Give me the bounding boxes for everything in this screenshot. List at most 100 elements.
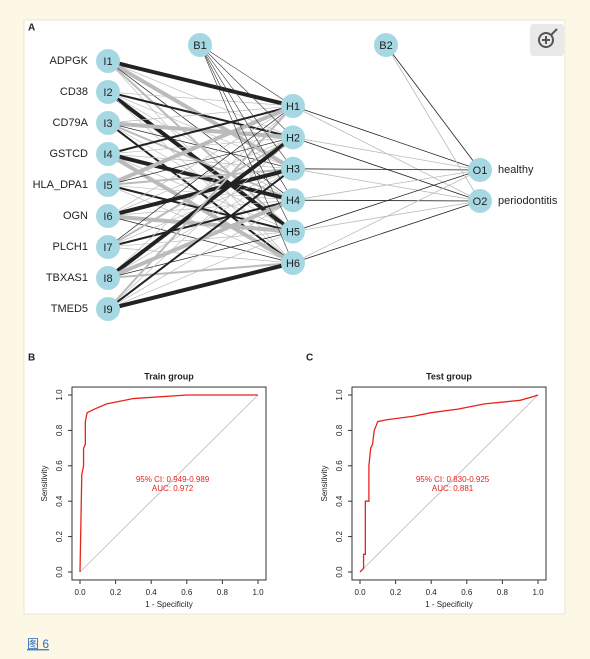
node (96, 80, 120, 104)
chart-title: Test group (426, 371, 472, 381)
input-gene: TMED5 (51, 303, 88, 315)
node-label: I8 (103, 273, 112, 285)
edge (292, 105, 481, 171)
output-class: periodontitis (498, 195, 558, 207)
node-label: I1 (103, 56, 112, 68)
node-label: I5 (103, 180, 112, 192)
node (96, 235, 120, 259)
y-tick-label: 0.2 (55, 530, 64, 542)
reference-line (79, 394, 259, 573)
y-axis-label: Sensitivity (320, 465, 329, 501)
edge (385, 44, 481, 171)
plot-box (71, 386, 267, 581)
edge (107, 231, 294, 310)
node-label: H3 (286, 164, 300, 176)
edge (292, 168, 481, 171)
zoom-icon (550, 28, 558, 36)
edge (107, 105, 294, 279)
y-tick-label: 0.0 (55, 566, 64, 578)
input-gene: ADPGK (49, 55, 88, 67)
x-tick-label: 0.2 (110, 588, 122, 597)
node-label: I9 (103, 304, 112, 316)
roc-curve (359, 394, 539, 573)
caption[interactable]: 图 6 (27, 637, 49, 651)
edge (292, 169, 481, 264)
node-label: I3 (103, 118, 112, 130)
zoom-icon (538, 32, 554, 48)
reference-line (359, 394, 539, 573)
edge (107, 105, 294, 217)
x-tick-label: 0.6 (461, 588, 473, 597)
panel-label: C (306, 353, 313, 364)
panel-label: A (28, 23, 35, 34)
input-gene: TBXAS1 (46, 272, 88, 284)
node (96, 173, 120, 197)
x-tick-label: 0.4 (426, 588, 438, 597)
x-tick-label: 0.2 (390, 588, 402, 597)
input-gene: GSTCD (50, 148, 89, 160)
edge (107, 105, 294, 310)
edge (107, 105, 294, 124)
node-label: O2 (473, 196, 488, 208)
node (281, 251, 305, 275)
y-tick-label: 0.0 (335, 566, 344, 578)
panel-label: B (28, 353, 35, 364)
edge (292, 169, 481, 232)
y-tick-label: 0.8 (55, 424, 64, 436)
node (374, 33, 398, 57)
edge (107, 137, 294, 310)
edge (107, 105, 294, 155)
node-label: H5 (286, 227, 300, 239)
node (96, 111, 120, 135)
plot-box (351, 386, 547, 581)
edge (292, 200, 481, 264)
node (96, 297, 120, 321)
chart-title: Train group (144, 371, 194, 381)
edge (107, 59, 294, 108)
node-label: B2 (379, 40, 392, 52)
edge (107, 104, 294, 187)
x-tick-label: 0.8 (217, 588, 229, 597)
node (96, 266, 120, 290)
input-gene: CD79A (53, 117, 89, 129)
annotation: 95% CI: 0.949-0.989 (136, 475, 210, 484)
y-tick-label: 1.0 (335, 389, 344, 401)
node-label: I6 (103, 211, 112, 223)
node-label: H1 (286, 101, 300, 113)
annotation: AUC: 0.881 (432, 484, 474, 493)
node (281, 94, 305, 118)
y-tick-label: 0.6 (55, 460, 64, 472)
y-axis-label: Sensitivity (40, 465, 49, 501)
edge (107, 199, 294, 310)
edge (199, 44, 294, 264)
node-label: B1 (193, 40, 206, 52)
node-label: H4 (286, 195, 300, 207)
y-tick-label: 0.4 (335, 495, 344, 507)
node-label: H2 (286, 132, 300, 144)
node (96, 204, 120, 228)
node (96, 142, 120, 166)
x-tick-label: 1.0 (252, 588, 264, 597)
roc-curve (79, 394, 258, 573)
node-label: H6 (286, 258, 300, 270)
annotation: AUC: 0.972 (152, 484, 194, 493)
x-axis-label: 1 - Specificity (425, 600, 473, 609)
node-label: I4 (103, 149, 112, 161)
zoom-button[interactable] (530, 24, 564, 56)
edge (107, 261, 294, 311)
x-tick-label: 0.0 (74, 588, 86, 597)
y-tick-label: 0.2 (335, 530, 344, 542)
node (281, 156, 305, 181)
edge (107, 168, 294, 310)
node (281, 219, 305, 244)
edge (292, 137, 481, 171)
annotation: 95% CI: 0.830-0.925 (416, 475, 490, 484)
node (281, 125, 305, 150)
node (281, 188, 305, 213)
y-tick-label: 1.0 (55, 389, 64, 401)
input-gene: CD38 (60, 86, 88, 98)
y-tick-label: 0.8 (335, 424, 344, 436)
output-class: healthy (498, 164, 534, 176)
node (468, 158, 492, 182)
